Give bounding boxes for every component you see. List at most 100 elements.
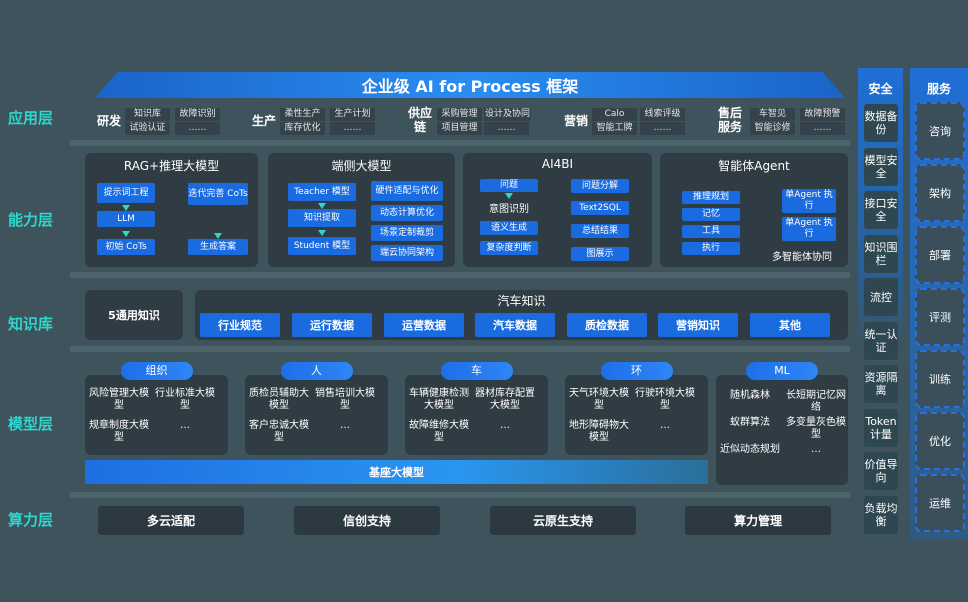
model-item: 地形障碍物大模型 <box>569 420 629 443</box>
edge-model-panel: 端侧大模型 Teacher 模型 知识提取 Student 模型 硬件适配与优化… <box>268 153 455 267</box>
knowledge-item[interactable]: 质检数据 <box>567 313 647 337</box>
security-item[interactable]: Token计量 <box>864 408 898 447</box>
layer-label-knowledge: 知识库 <box>8 315 54 333</box>
model-item: … <box>811 444 821 455</box>
rag-panel: RAG+推理大模型 提示词工程 LLM 初始 CoTs 迭代完善 CoTs 生成… <box>85 153 258 267</box>
arrow-down-icon <box>122 205 130 211</box>
model-item: 行业标准大模型 <box>155 388 215 411</box>
app-item[interactable]: 知识库 <box>125 108 170 121</box>
model-item: 车辆健康检测大模型 <box>409 388 469 411</box>
app-item[interactable]: …… <box>640 122 685 135</box>
app-item[interactable]: 项目管理 <box>437 122 482 135</box>
step-box: 记忆 <box>682 208 740 221</box>
arrow-down-icon <box>505 193 513 199</box>
model-category-tag: 人 <box>280 362 353 380</box>
security-item[interactable]: 统一认证 <box>864 321 898 360</box>
compute-item[interactable]: 算力管理 <box>685 506 831 535</box>
security-item[interactable]: 流控 <box>864 278 898 316</box>
layer-label-model: 模型层 <box>8 415 54 433</box>
model-panel-0 <box>85 375 228 455</box>
divider <box>70 492 850 498</box>
app-item[interactable]: 采购管理 <box>437 108 482 121</box>
divider <box>70 272 850 278</box>
compute-item[interactable]: 云原生支持 <box>490 506 636 535</box>
layer-label-capability: 能力层 <box>8 211 54 229</box>
model-panel-1 <box>245 375 388 455</box>
model-item: 行驶环境大模型 <box>635 388 695 411</box>
security-item[interactable]: 价值导向 <box>864 452 898 490</box>
service-item[interactable]: 运维 <box>915 474 965 532</box>
app-item[interactable]: …… <box>175 122 220 135</box>
security-item[interactable]: 数据备份 <box>864 104 898 142</box>
app-item[interactable]: 车智见 <box>750 108 795 121</box>
caption: 多智能体协同 <box>772 252 832 263</box>
model-panel-4 <box>716 375 848 485</box>
service-item[interactable]: 评测 <box>915 288 965 346</box>
layer-label-compute: 算力层 <box>8 511 54 529</box>
arrow-down-icon <box>318 203 326 209</box>
model-item: 质检员辅助大模型 <box>249 388 309 411</box>
security-item[interactable]: 负载均衡 <box>864 495 898 534</box>
step-box: 问题分解 <box>571 179 629 193</box>
divider <box>70 140 850 146</box>
ai4bi-panel: AI4BI 问题 意图识别 语义生成 复杂度判断 问题分解 Text2SQL 总… <box>463 153 652 267</box>
app-item[interactable]: …… <box>800 122 845 135</box>
service-title: 服务 <box>926 82 951 96</box>
step-box: 初始 CoTs <box>97 239 155 255</box>
model-category-tag: 车 <box>440 362 513 380</box>
step-box: 执行 <box>682 242 740 255</box>
panel-title: AI4BI <box>541 157 574 171</box>
panel-title: RAG+推理大模型 <box>123 159 220 173</box>
step-box: Student 模型 <box>288 237 356 255</box>
app-item[interactable]: 智能诊修 <box>750 122 795 135</box>
knowledge-item[interactable]: 运行数据 <box>292 313 372 337</box>
model-item: 销售培训大模型 <box>315 388 375 411</box>
step-box: LLM <box>97 211 155 227</box>
step-box: 硬件适配与优化 <box>371 181 443 201</box>
app-item[interactable]: 柔性生产 <box>280 108 325 121</box>
service-item[interactable]: 优化 <box>915 412 965 470</box>
step-box: 推理规划 <box>682 191 740 204</box>
compute-item[interactable]: 多云适配 <box>98 506 244 535</box>
service-item[interactable]: 部署 <box>915 226 965 284</box>
knowledge-item[interactable]: 营销知识 <box>658 313 738 337</box>
knowledge-item[interactable]: 汽车数据 <box>475 313 555 337</box>
compute-item[interactable]: 信创支持 <box>294 506 440 535</box>
app-item[interactable]: 试验认证 <box>125 122 170 135</box>
step-box: 图展示 <box>571 247 629 261</box>
layer-label-app: 应用层 <box>8 109 54 127</box>
model-item: 近似动态规划 <box>720 444 780 455</box>
app-item[interactable]: 线索评级 <box>640 108 685 121</box>
service-item[interactable]: 咨询 <box>915 102 965 160</box>
knowledge-item[interactable]: 其他 <box>750 313 830 337</box>
knowledge-item[interactable]: 运营数据 <box>384 313 464 337</box>
app-group-1: 生产 <box>251 114 276 128</box>
service-item[interactable]: 架构 <box>915 164 965 222</box>
security-item[interactable]: 知识围栏 <box>864 234 898 273</box>
step-box: Text2SQL <box>571 201 629 215</box>
panel-title: 端侧大模型 <box>331 159 392 173</box>
app-item[interactable]: 故障预警 <box>800 108 845 121</box>
model-item: … <box>660 420 670 431</box>
security-item[interactable]: 资源隔离 <box>864 365 898 403</box>
app-item[interactable]: 故障识别 <box>175 108 220 121</box>
app-item[interactable]: 智能工牌 <box>592 122 637 135</box>
model-panel-3 <box>565 375 708 455</box>
security-item[interactable]: 接口安全 <box>864 191 898 229</box>
security-item[interactable]: 模型安全 <box>864 147 898 186</box>
app-item[interactable]: Calo <box>592 108 637 121</box>
knowledge-item[interactable]: 行业规范 <box>200 313 280 337</box>
app-item[interactable]: 设计及协同 <box>484 108 532 121</box>
app-item[interactable]: …… <box>484 122 529 135</box>
agent-panel: 智能体Agent 推理规划 记忆 工具 执行 单Agent 执行 单Agent … <box>660 153 848 267</box>
app-group-0: 研发 <box>96 114 121 128</box>
app-item[interactable]: 库存优化 <box>280 122 325 135</box>
app-item[interactable]: 生产计划 <box>330 108 375 121</box>
service-item[interactable]: 训练 <box>915 350 965 408</box>
panel-title: 汽车知识 <box>497 294 546 308</box>
model-item: 蚁群算法 <box>730 417 770 428</box>
security-title: 安全 <box>868 82 893 96</box>
app-item[interactable]: …… <box>330 122 375 135</box>
model-item: … <box>340 420 350 431</box>
model-item: 客户忠诚大模型 <box>249 420 309 443</box>
